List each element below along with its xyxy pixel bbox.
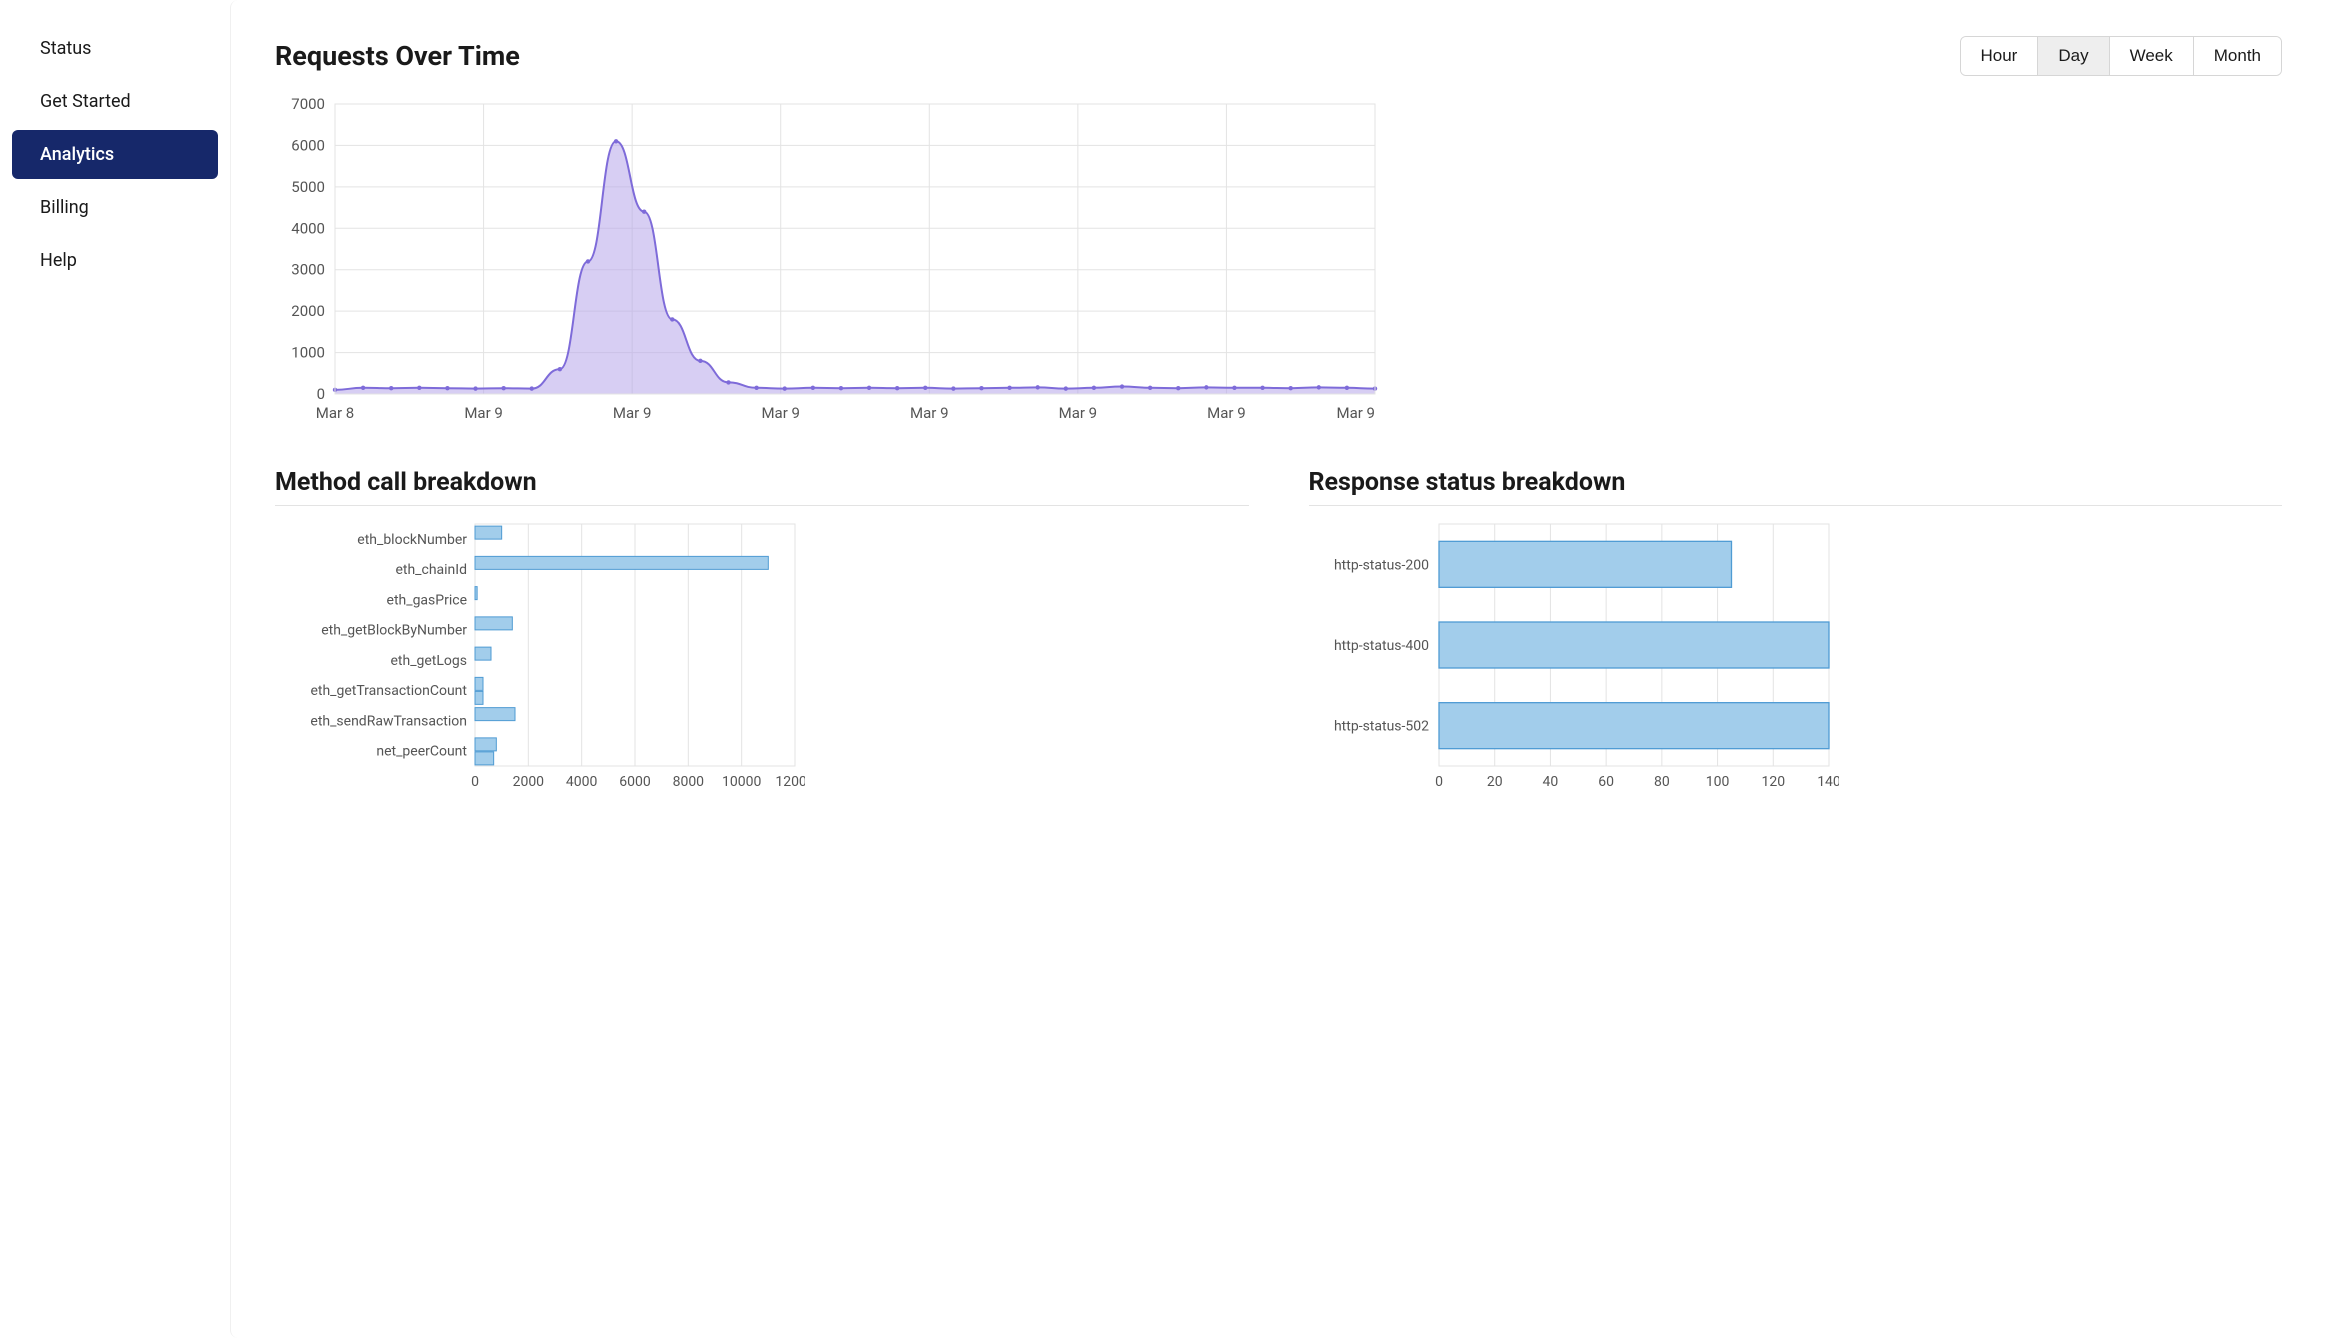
svg-text:0: 0 <box>317 385 325 403</box>
svg-text:eth_gasPrice: eth_gasPrice <box>387 592 467 608</box>
svg-text:1000: 1000 <box>291 344 325 362</box>
svg-text:Mar 9: Mar 9 <box>1207 404 1246 422</box>
sidebar-item-label: Analytics <box>40 144 114 165</box>
sidebar-item-status[interactable]: Status <box>12 24 218 73</box>
requests-over-time-section: Requests Over Time HourDayWeekMonth 0 100… <box>275 36 2282 434</box>
svg-text:80: 80 <box>1653 774 1669 790</box>
svg-text:5000: 5000 <box>291 178 325 196</box>
sidebar-item-analytics[interactable]: Analytics <box>12 130 218 179</box>
svg-text:Mar 9: Mar 9 <box>1059 404 1098 422</box>
svg-text:http-status-400: http-status-400 <box>1333 638 1428 654</box>
svg-text:7000: 7000 <box>291 95 325 113</box>
svg-text:Mar 9: Mar 9 <box>613 404 652 422</box>
status-breakdown-section: Response status breakdown 0 20 40 60 80 100 12… <box>1309 468 2283 800</box>
svg-text:Mar 9: Mar 9 <box>910 404 949 422</box>
sidebar-item-label: Billing <box>40 197 89 218</box>
svg-text:eth_getBlockByNumber: eth_getBlockByNumber <box>321 623 467 639</box>
svg-text:8000: 8000 <box>673 774 705 790</box>
svg-text:Mar 9: Mar 9 <box>761 404 800 422</box>
sidebar-item-help[interactable]: Help <box>12 236 218 285</box>
sidebar-item-label: Get Started <box>40 91 131 112</box>
svg-text:eth_blockNumber: eth_blockNumber <box>357 532 467 548</box>
status-chart-title: Response status breakdown <box>1309 468 2283 497</box>
svg-text:eth_getTransactionCount: eth_getTransactionCount <box>310 683 467 699</box>
svg-text:2000: 2000 <box>513 774 545 790</box>
svg-text:eth_getLogs: eth_getLogs <box>390 653 467 669</box>
status-chart: 0 20 40 60 80 100 120 140 http-status-200 http-st… <box>1309 516 2283 800</box>
range-btn-day[interactable]: Day <box>2038 37 2109 75</box>
svg-text:100: 100 <box>1705 774 1729 790</box>
sidebar-item-label: Help <box>40 250 77 271</box>
range-btn-hour[interactable]: Hour <box>1961 37 2039 75</box>
svg-text:0: 0 <box>1435 774 1443 790</box>
main-content: Requests Over Time HourDayWeekMonth 0 100… <box>230 0 2326 1338</box>
svg-text:0: 0 <box>471 774 479 790</box>
sidebar: Status Get Started Analytics Billing Help <box>0 0 230 1338</box>
svg-text:4000: 4000 <box>566 774 598 790</box>
svg-text:20: 20 <box>1486 774 1502 790</box>
svg-text:140: 140 <box>1817 774 1839 790</box>
svg-text:12000: 12000 <box>775 774 805 790</box>
range-btn-month[interactable]: Month <box>2194 37 2281 75</box>
svg-text:Mar 9: Mar 9 <box>464 404 503 422</box>
method-chart-title: Method call breakdown <box>275 468 1249 497</box>
method-chart: 0 2000 4000 6000 8000 10000 12000 eth_blockNumb… <box>275 516 1249 800</box>
svg-text:http-status-200: http-status-200 <box>1333 557 1428 573</box>
svg-text:3000: 3000 <box>291 261 325 279</box>
svg-text:6000: 6000 <box>291 136 325 154</box>
requests-chart: 0 1000 2000 3000 4000 5000 6000 7000 Mar 8 Mar 9 M… <box>275 94 2282 434</box>
svg-text:120: 120 <box>1761 774 1785 790</box>
time-range-group: HourDayWeekMonth <box>1960 36 2283 76</box>
svg-text:http-status-502: http-status-502 <box>1333 719 1428 735</box>
sidebar-item-label: Status <box>40 38 91 59</box>
svg-text:2000: 2000 <box>291 302 325 320</box>
method-breakdown-section: Method call breakdown 0 2000 4000 6000 8000 1… <box>275 468 1249 800</box>
sidebar-item-get-started[interactable]: Get Started <box>12 77 218 126</box>
svg-text:eth_chainId: eth_chainId <box>395 562 467 578</box>
sidebar-item-billing[interactable]: Billing <box>12 183 218 232</box>
svg-text:10000: 10000 <box>722 774 761 790</box>
svg-text:eth_sendRawTransaction: eth_sendRawTransaction <box>310 713 467 729</box>
svg-text:net_peerCount: net_peerCount <box>376 744 467 760</box>
svg-text:4000: 4000 <box>291 219 325 237</box>
svg-text:Mar 9: Mar 9 <box>1337 404 1376 422</box>
range-btn-week[interactable]: Week <box>2110 37 2194 75</box>
svg-text:60: 60 <box>1598 774 1614 790</box>
requests-chart-title: Requests Over Time <box>275 40 520 72</box>
svg-text:Mar 8: Mar 8 <box>316 404 355 422</box>
svg-text:40: 40 <box>1542 774 1558 790</box>
svg-text:6000: 6000 <box>619 774 651 790</box>
